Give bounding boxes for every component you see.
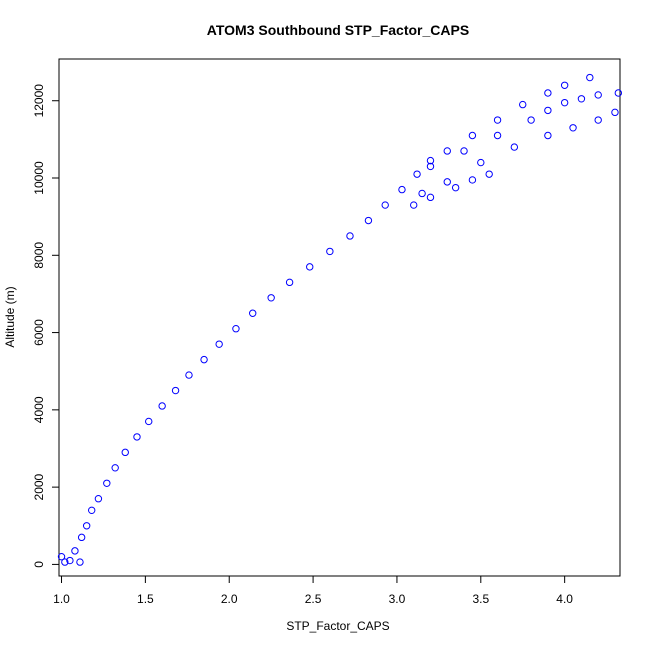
x-tick-label: 4.0 bbox=[556, 592, 573, 606]
x-tick-label: 1.0 bbox=[53, 592, 70, 606]
data-point bbox=[71, 547, 79, 555]
data-point bbox=[111, 464, 119, 472]
data-point bbox=[185, 371, 193, 379]
chart-title: ATOM3 Southbound STP_Factor_CAPS bbox=[207, 22, 469, 38]
data-point bbox=[594, 116, 602, 124]
x-axis: 1.0 1.5 2.0 2.5 3.0 3.5 4.0 bbox=[53, 575, 573, 606]
data-point bbox=[468, 176, 477, 184]
data-point bbox=[460, 147, 468, 155]
data-point bbox=[398, 185, 406, 194]
x-axis-label: STP_Factor_CAPS bbox=[286, 619, 389, 633]
data-point bbox=[586, 73, 594, 82]
data-point bbox=[61, 558, 69, 566]
data-point bbox=[443, 147, 451, 155]
data-point bbox=[88, 506, 96, 515]
data-point bbox=[145, 417, 153, 426]
data-point bbox=[171, 386, 180, 395]
data-point bbox=[493, 116, 502, 124]
data-point bbox=[577, 95, 586, 103]
data-point bbox=[527, 116, 535, 124]
data-point bbox=[121, 448, 129, 457]
data-point bbox=[544, 106, 552, 115]
data-point bbox=[103, 479, 111, 487]
data-point bbox=[82, 522, 91, 530]
data-point bbox=[426, 156, 435, 165]
y-tick-label: 10000 bbox=[32, 161, 46, 195]
data-point bbox=[232, 325, 240, 333]
data-point bbox=[519, 100, 527, 109]
plot-frame bbox=[58, 58, 621, 577]
y-axis: 0 2000 4000 6000 8000 10000 12000 bbox=[32, 84, 60, 568]
data-point bbox=[285, 278, 294, 287]
data-points bbox=[57, 73, 623, 566]
data-point bbox=[215, 340, 223, 348]
data-point bbox=[611, 108, 619, 117]
x-tick-label: 2.0 bbox=[221, 592, 238, 606]
data-point bbox=[614, 89, 623, 97]
data-point bbox=[477, 158, 485, 167]
data-point bbox=[468, 131, 477, 140]
data-point bbox=[158, 402, 166, 410]
data-point bbox=[510, 143, 519, 151]
x-tick-label: 2.5 bbox=[305, 592, 322, 606]
data-point bbox=[544, 131, 552, 140]
y-axis-label: Altitude (m) bbox=[3, 286, 17, 347]
data-point bbox=[133, 433, 141, 441]
data-point bbox=[569, 124, 577, 132]
data-point bbox=[493, 131, 502, 140]
data-point bbox=[346, 232, 354, 240]
y-tick-label: 6000 bbox=[32, 319, 46, 346]
y-tick-label: 12000 bbox=[32, 84, 46, 118]
data-point bbox=[57, 552, 66, 561]
x-tick-label: 1.5 bbox=[137, 592, 154, 606]
data-point bbox=[326, 247, 334, 256]
data-point bbox=[443, 178, 451, 186]
data-point bbox=[413, 170, 421, 178]
data-point bbox=[410, 201, 418, 209]
data-point bbox=[76, 558, 84, 566]
data-point bbox=[364, 216, 373, 225]
data-point bbox=[418, 189, 426, 198]
y-tick-label: 8000 bbox=[32, 242, 46, 269]
data-point bbox=[381, 201, 389, 209]
data-point bbox=[426, 193, 435, 202]
data-point bbox=[77, 533, 86, 542]
y-tick-label: 0 bbox=[32, 561, 46, 568]
data-point bbox=[594, 91, 602, 99]
data-point bbox=[200, 355, 208, 364]
data-point bbox=[94, 495, 103, 503]
y-tick-label: 4000 bbox=[32, 396, 46, 423]
data-point bbox=[249, 309, 257, 317]
x-tick-label: 3.0 bbox=[389, 592, 406, 606]
data-point bbox=[66, 556, 74, 565]
data-point bbox=[560, 98, 569, 107]
x-tick-label: 3.5 bbox=[472, 592, 489, 606]
data-point bbox=[560, 81, 569, 89]
data-point bbox=[451, 183, 460, 192]
data-point bbox=[485, 170, 493, 178]
data-point bbox=[267, 294, 275, 302]
data-point bbox=[306, 263, 314, 271]
data-point bbox=[544, 89, 552, 97]
data-point bbox=[426, 162, 435, 171]
y-tick-label: 2000 bbox=[32, 473, 46, 500]
